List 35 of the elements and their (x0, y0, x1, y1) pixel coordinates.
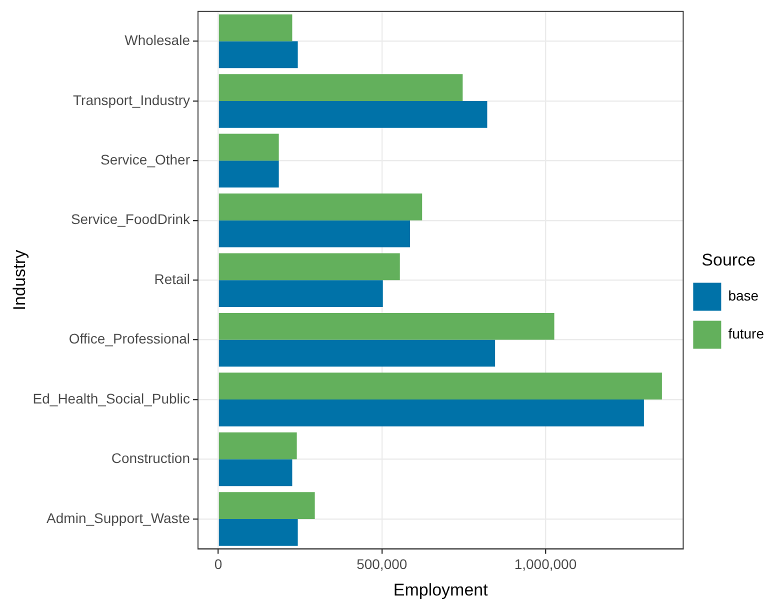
y-tick-label: Construction (111, 450, 190, 466)
bar (218, 400, 644, 426)
y-tick-label: Wholesale (124, 32, 190, 48)
y-tick-label: Ed_Health_Social_Public (32, 390, 190, 406)
bar (218, 220, 410, 248)
y-tick-label: Service_FoodDrink (70, 211, 191, 228)
x-axis-title: Employment (393, 580, 488, 600)
bar (218, 312, 554, 340)
bar (218, 41, 298, 68)
legend-label: future (728, 326, 764, 342)
bar (218, 74, 463, 101)
bar (218, 492, 315, 519)
legend-title: Source (702, 250, 756, 270)
y-tick-label: Retail (154, 270, 190, 287)
y-tick-label: Transport_Industry (73, 92, 190, 108)
bar (218, 100, 488, 128)
bar (218, 372, 662, 400)
bar (218, 160, 279, 188)
bar (218, 253, 400, 280)
bar (218, 432, 297, 460)
bar (218, 459, 292, 486)
bar (218, 280, 383, 307)
bar (218, 14, 292, 42)
bar (218, 518, 298, 546)
y-tick-label: Admin_Support_Waste (46, 510, 190, 526)
legend-label: base (728, 288, 759, 304)
y-tick-label: Office_Professional (68, 330, 190, 347)
bar (218, 134, 279, 161)
bar (218, 340, 496, 367)
x-tick-label: 0 (214, 556, 222, 572)
x-tick-label: 500,000 (356, 556, 408, 572)
x-tick-label: 1,000,000 (514, 556, 577, 572)
y-axis-title: Industry (10, 249, 29, 310)
y-tick-label: Service_Other (100, 152, 190, 168)
bar (218, 194, 422, 220)
